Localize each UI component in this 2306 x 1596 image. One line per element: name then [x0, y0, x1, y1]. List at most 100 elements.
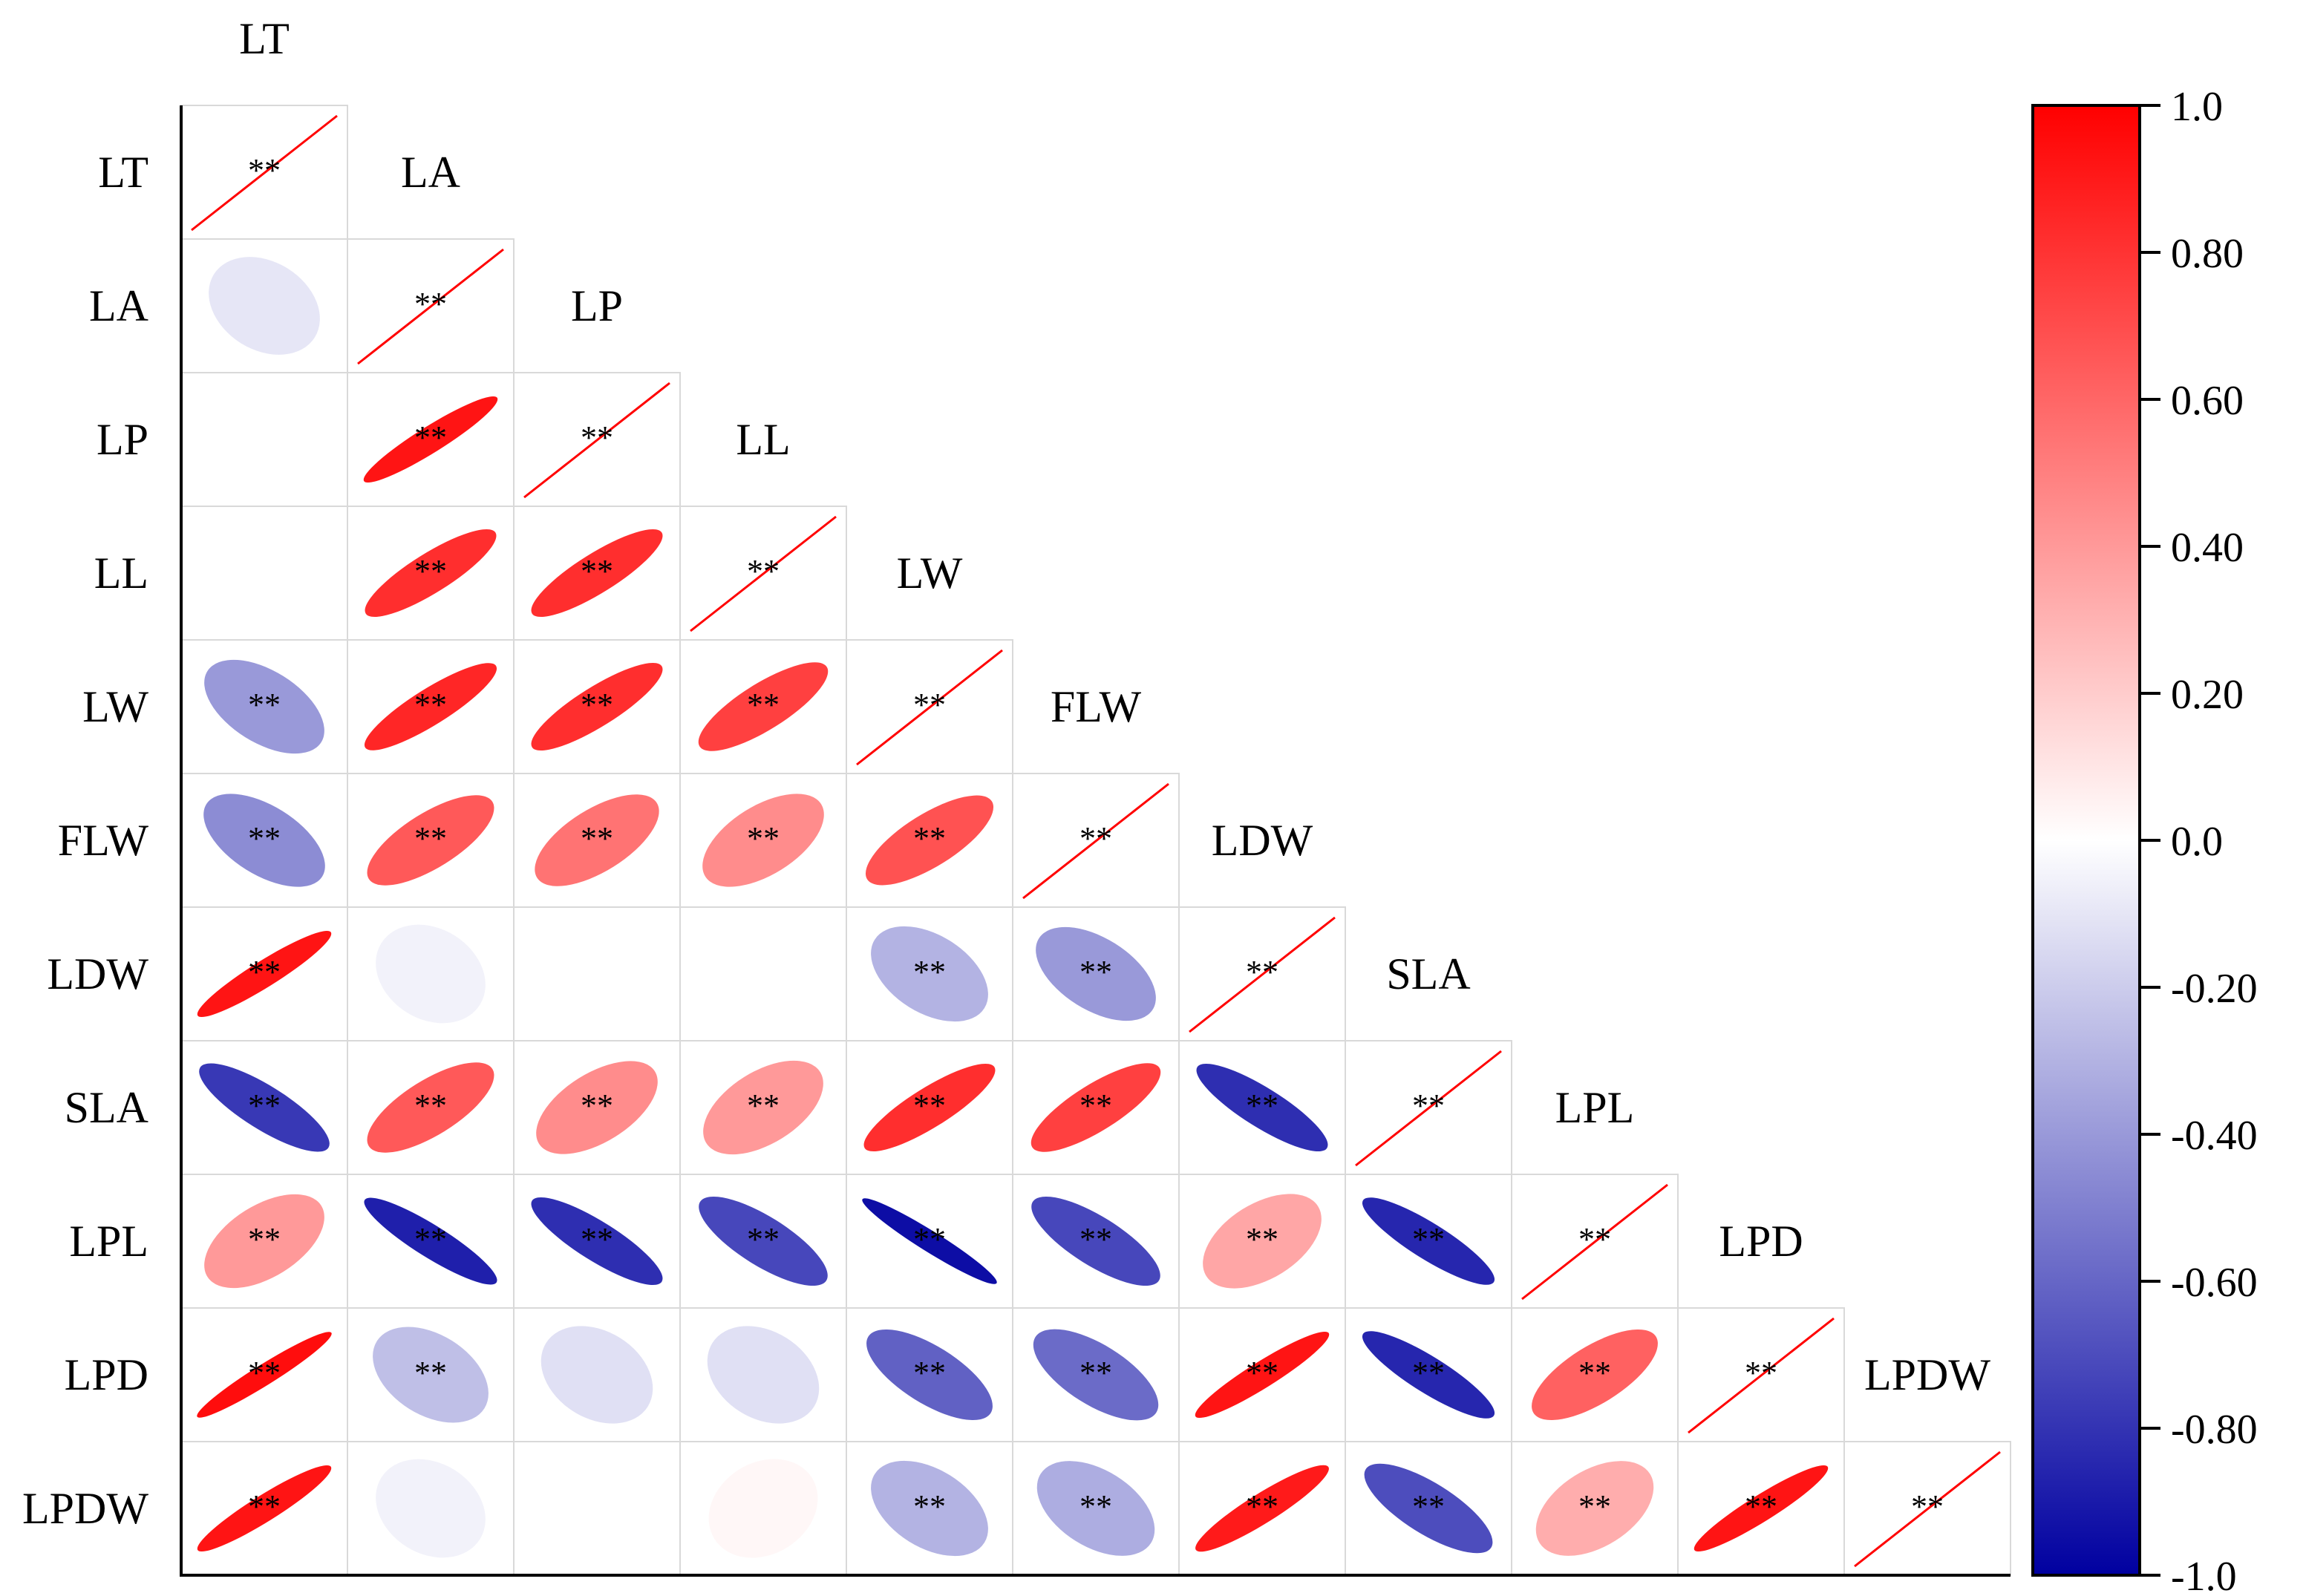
correlation-ellipse — [199, 1063, 330, 1152]
cell-SLA-LW: ** — [846, 1040, 1013, 1175]
correlation-ellipse — [1195, 1331, 1330, 1419]
cell-SLA-LL: ** — [679, 1040, 847, 1175]
cell-LW-LA: ** — [347, 639, 515, 774]
significance-marker: ** — [1079, 1088, 1112, 1124]
correlation-ellipse — [1031, 1196, 1160, 1286]
cell-FLW-LT: ** — [180, 773, 348, 908]
correlation-ellipse — [708, 1459, 818, 1558]
significance-marker: ** — [913, 1488, 946, 1525]
significance-marker: ** — [1412, 1221, 1445, 1257]
colorbar-tick-label: -0.40 — [2171, 1113, 2258, 1159]
significance-marker: ** — [913, 954, 946, 990]
significance-marker: ** — [1578, 1355, 1611, 1391]
diagonal-line — [1022, 782, 1169, 900]
colorbar-tick-label: -0.20 — [2171, 966, 2258, 1012]
colorbar-tick-label: 0.80 — [2171, 231, 2244, 277]
colorbar-gradient — [2031, 104, 2141, 1577]
colorbar-tick-label: -0.80 — [2171, 1407, 2258, 1453]
correlation-ellipse — [363, 396, 498, 483]
cell-LPDW-LP — [513, 1441, 681, 1576]
cell-LA-LT — [180, 238, 348, 373]
cell-LPD-LP — [513, 1307, 681, 1442]
cell-SLA-FLW: ** — [1012, 1040, 1180, 1175]
colorbar-tick-label: 0.20 — [2171, 672, 2244, 718]
cell-LPDW-FLW: ** — [1012, 1441, 1180, 1576]
significance-marker: ** — [414, 687, 447, 723]
cell-LPDW-LA — [347, 1441, 515, 1576]
cell-border — [513, 906, 681, 1041]
cell-LPD-LW: ** — [846, 1307, 1013, 1442]
correlation-ellipse — [1196, 1063, 1328, 1152]
correlation-ellipse — [197, 930, 332, 1018]
colorbar-tick-label: 1.0 — [2171, 84, 2223, 130]
cell-LPL-LDW: ** — [1178, 1174, 1346, 1309]
significance-marker: ** — [248, 1088, 281, 1124]
cell-LPL-LPL: ** — [1511, 1174, 1679, 1309]
significance-marker: ** — [581, 820, 613, 857]
matrix-axes — [180, 105, 2011, 1577]
significance-marker: ** — [1412, 1488, 1445, 1525]
significance-marker: ** — [1079, 1221, 1112, 1257]
significance-marker: ** — [1246, 954, 1278, 990]
significance-marker: ** — [913, 1088, 946, 1124]
significance-marker: ** — [1246, 1488, 1278, 1525]
cell-LL-LA: ** — [347, 506, 515, 641]
correlation-ellipse — [203, 794, 325, 887]
cell-LPDW-LT: ** — [180, 1441, 348, 1576]
significance-marker: ** — [581, 553, 613, 589]
column-label-LT: LT — [239, 14, 290, 63]
significance-marker: ** — [1246, 1355, 1278, 1391]
significance-marker: ** — [1578, 1488, 1611, 1525]
cell-LDW-LP — [513, 906, 681, 1041]
diagonal-line — [1521, 1183, 1668, 1301]
variable-labels: LT LT LA LA LP LP LL LL LW LW FLW FLW LDW LDW SLA SLA LP… — [22, 14, 1990, 1533]
correlation-ellipse — [531, 662, 663, 751]
cell-FLW-LW: ** — [846, 773, 1013, 908]
cell-SLA-LT: ** — [180, 1040, 348, 1175]
significance-marker: ** — [747, 687, 780, 723]
diagonal-line — [690, 515, 837, 632]
significance-marker: ** — [1079, 954, 1112, 990]
significance-marker: ** — [747, 553, 780, 589]
diagonal-line — [1355, 1050, 1502, 1167]
row-label-LPDW: LPDW — [22, 1484, 148, 1533]
correlation-ellipse — [1362, 1197, 1495, 1285]
significance-marker: ** — [913, 687, 946, 723]
cell-LL-LT — [180, 506, 348, 641]
cell-FLW-LL: ** — [679, 773, 847, 908]
cell-LDW-FLW: ** — [1012, 906, 1180, 1041]
correlation-ellipse — [204, 1194, 324, 1289]
diagonal-line — [1688, 1317, 1835, 1434]
cell-LPDW-LPDW: ** — [1843, 1441, 2011, 1576]
cell-LT-LT: ** — [180, 105, 348, 240]
row-label-SLA: SLA — [65, 1083, 148, 1132]
significance-marker: ** — [747, 820, 780, 857]
correlation-ellipse — [1693, 1465, 1829, 1552]
cell-LPL-FLW: ** — [1012, 1174, 1180, 1309]
cell-LDW-LA — [347, 906, 515, 1041]
cell-LPD-LL — [679, 1307, 847, 1442]
cell-LPL-LP: ** — [513, 1174, 681, 1309]
cell-LW-LL: ** — [679, 639, 847, 774]
significance-marker: ** — [1745, 1355, 1777, 1391]
correlation-ellipse — [707, 1326, 820, 1424]
significance-marker: ** — [581, 687, 613, 723]
significance-marker: ** — [248, 954, 281, 990]
column-label-LL: LL — [736, 415, 790, 464]
row-label-LDW: LDW — [47, 949, 148, 998]
significance-marker: ** — [1578, 1221, 1611, 1257]
correlation-ellipse — [1030, 1063, 1161, 1152]
cell-SLA-LA: ** — [347, 1040, 515, 1175]
diagonal-line — [1189, 916, 1336, 1033]
row-label-LP: LP — [97, 415, 148, 464]
cell-border — [513, 1441, 681, 1576]
correlation-ellipse — [1036, 1461, 1155, 1556]
significance-marker: ** — [1412, 1088, 1445, 1124]
significance-marker: ** — [913, 1355, 946, 1391]
cell-border — [180, 372, 348, 507]
significance-marker: ** — [581, 419, 613, 456]
significance-marker: ** — [1412, 1355, 1445, 1391]
significance-marker: ** — [414, 1355, 447, 1391]
cell-LPDW-LPD: ** — [1677, 1441, 1845, 1576]
